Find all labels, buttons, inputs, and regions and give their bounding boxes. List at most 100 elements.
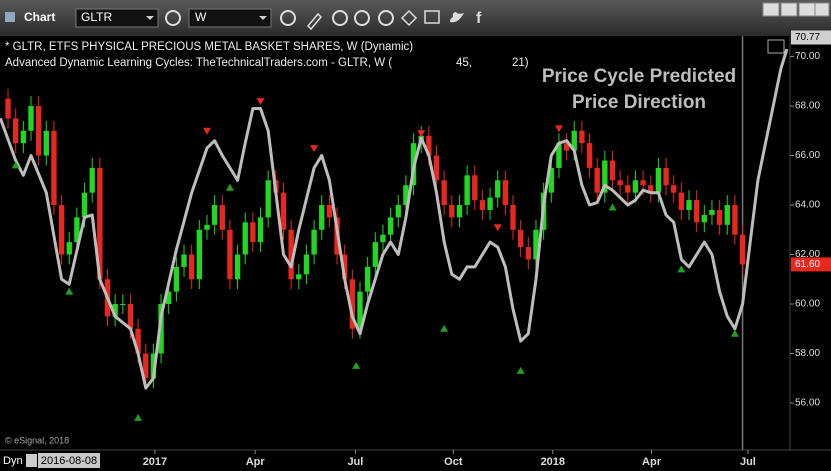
cursor-date-box <box>38 453 100 468</box>
candle-body <box>311 229 317 255</box>
candle-body <box>112 304 118 317</box>
candle-body <box>342 254 348 280</box>
window-icon[interactable] <box>767 39 785 54</box>
candle-body <box>632 180 639 193</box>
window-title: Chart <box>24 10 55 24</box>
candle-body <box>35 106 42 156</box>
x-tick-label: 2018 <box>541 456 565 468</box>
candle-body <box>173 266 180 292</box>
candle-body <box>479 200 486 210</box>
candle-body <box>655 167 662 193</box>
x-tick-label: 2017 <box>143 456 167 468</box>
candle-body <box>701 214 707 223</box>
facebook-icon[interactable]: f <box>476 10 482 27</box>
candle-body <box>204 224 210 230</box>
y-tick-label: 64.00 <box>795 200 820 211</box>
candle-body <box>227 229 233 280</box>
candle-body <box>586 143 593 168</box>
candle-body <box>211 205 218 225</box>
candle-body <box>617 180 623 186</box>
candle-body <box>739 234 746 265</box>
candle-body <box>66 242 72 255</box>
trough-marker <box>516 366 525 374</box>
price-label: 70.77 <box>795 32 820 43</box>
candle-body <box>548 167 554 193</box>
interval: W <box>195 10 207 24</box>
maximize-button[interactable] <box>798 2 816 17</box>
candle-body <box>579 130 585 144</box>
close-button[interactable] <box>814 2 830 17</box>
annotation: Price Direction <box>572 92 706 113</box>
candle-body <box>495 180 501 198</box>
candle-body <box>433 155 440 181</box>
mode-label: Dyn <box>3 455 23 467</box>
candle-body <box>709 209 715 215</box>
candle-body <box>678 192 685 210</box>
candle-body <box>556 143 562 168</box>
help-button[interactable] <box>762 2 780 17</box>
study-param: 21) <box>512 57 529 69</box>
price-label-box <box>791 257 831 272</box>
candle-body <box>326 205 333 218</box>
candle-body <box>517 229 524 248</box>
peak-marker <box>493 224 502 232</box>
tool-icon[interactable] <box>332 10 348 26</box>
study-param: 45, <box>456 57 472 69</box>
candle-body <box>28 106 34 131</box>
price-label: 61.60 <box>795 259 820 270</box>
refresh-icon[interactable] <box>165 10 181 26</box>
trough-marker <box>440 324 449 332</box>
candle-body <box>724 205 730 225</box>
x-tick-label: Oct <box>444 456 463 468</box>
comment-icon[interactable] <box>424 10 440 24</box>
candle-body <box>648 185 654 193</box>
candle-body <box>150 353 157 379</box>
candle-body <box>571 130 577 151</box>
candle-body <box>5 98 11 119</box>
symbol-box[interactable] <box>75 8 159 28</box>
candle-body <box>387 217 394 235</box>
clock-icon[interactable] <box>280 10 296 26</box>
x-tick-label: Apr <box>246 456 266 468</box>
trough-marker <box>608 203 617 211</box>
candle-body <box>716 209 723 225</box>
candle-body <box>510 205 516 230</box>
y-tick-label: 58.00 <box>795 348 820 359</box>
candle-body <box>609 160 616 181</box>
candle-body <box>380 234 386 243</box>
trough-marker <box>225 183 234 191</box>
peak-marker <box>202 127 211 135</box>
y-tick-label: 66.00 <box>795 150 820 161</box>
mode-icon[interactable] <box>26 454 37 467</box>
candle-body <box>686 200 692 210</box>
y-tick-label: 68.00 <box>795 101 820 112</box>
candle-body <box>43 130 49 156</box>
candle-body <box>663 167 669 186</box>
candle-body <box>502 180 509 206</box>
minimize-button[interactable] <box>780 2 798 17</box>
candle-body <box>196 229 202 280</box>
candle-body <box>74 217 80 243</box>
candle-body <box>303 254 310 275</box>
trough-marker <box>352 361 361 369</box>
trough-marker <box>134 413 143 421</box>
candle-body <box>143 353 149 379</box>
candle-body <box>372 242 378 267</box>
candle-body <box>640 180 646 186</box>
play-icon[interactable] <box>354 10 370 26</box>
tool-icon[interactable] <box>378 10 394 26</box>
candle-body <box>364 266 371 292</box>
candle-body <box>319 205 325 230</box>
candle-body <box>127 304 134 329</box>
peak-marker <box>310 145 319 153</box>
candle-body <box>250 222 256 243</box>
interval-box[interactable] <box>188 8 272 28</box>
draw-icon[interactable] <box>306 12 323 31</box>
candle-body <box>135 328 141 354</box>
candle-body <box>181 254 187 267</box>
candle-body <box>120 304 126 306</box>
twitter-icon[interactable] <box>450 12 464 23</box>
link-icon[interactable] <box>400 9 418 27</box>
